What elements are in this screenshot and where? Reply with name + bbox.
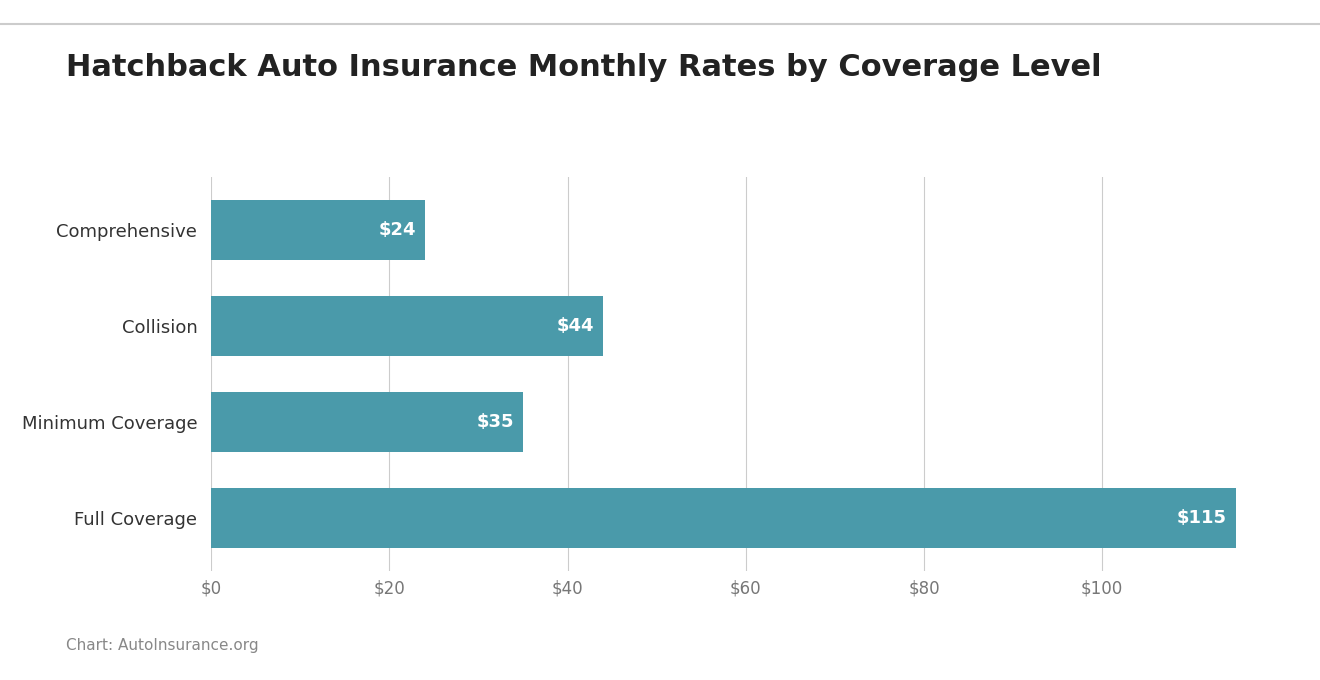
- Bar: [211, 296, 603, 356]
- Bar: [211, 200, 425, 260]
- Text: $35: $35: [477, 413, 515, 431]
- Text: Hatchback Auto Insurance Monthly Rates by Coverage Level: Hatchback Auto Insurance Monthly Rates b…: [66, 52, 1102, 82]
- Bar: [211, 392, 523, 452]
- Text: Chart: AutoInsurance.org: Chart: AutoInsurance.org: [66, 638, 259, 653]
- Text: $44: $44: [557, 317, 594, 335]
- Bar: [211, 488, 1236, 548]
- Text: $115: $115: [1177, 509, 1226, 527]
- Text: $24: $24: [379, 221, 416, 239]
